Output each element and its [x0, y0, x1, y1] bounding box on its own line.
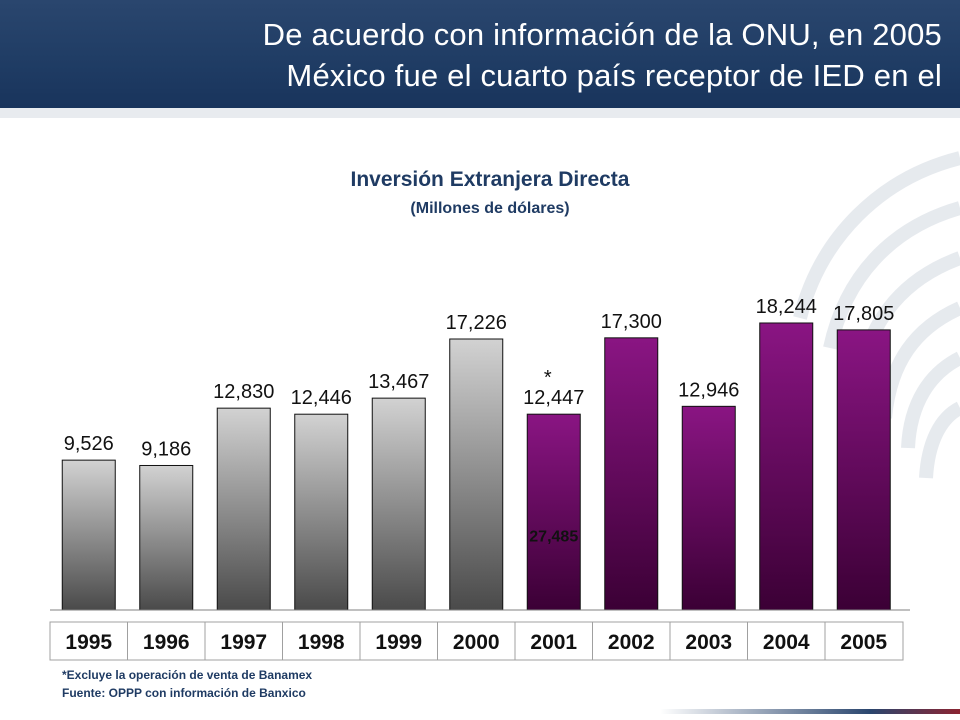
- bar-2000: [449, 338, 504, 611]
- slide-title-line-2: México fue el cuarto país receptor de IE…: [286, 58, 942, 93]
- x-tick-label-1996: 1996: [143, 631, 190, 654]
- data-label-1998: 12,446: [291, 387, 352, 409]
- x-tick-label-1999: 1999: [375, 631, 422, 654]
- chart-subtitle: (Millones de dólares): [410, 200, 570, 217]
- slide-title-line-1: De acuerdo con información de la ONU, en…: [262, 17, 942, 52]
- data-label-2001: 12,447: [523, 387, 584, 409]
- data-label-2002: 17,300: [601, 311, 662, 333]
- decorative-bottom-bar: [660, 709, 960, 714]
- data-label-2000: 17,226: [446, 312, 507, 334]
- asterisk-marker: *: [544, 367, 552, 389]
- data-label-1999: 13,467: [368, 371, 429, 393]
- title-band-edge: [0, 108, 960, 118]
- category-axis-box: [49, 621, 904, 661]
- data-label-2004: 18,244: [756, 296, 817, 318]
- data-label-2001-total: 27,485: [529, 529, 578, 546]
- slide-title: De acuerdo con información de la ONU, en…: [12, 14, 942, 96]
- bar-1997: [216, 407, 271, 611]
- x-tick-label-2000: 2000: [453, 631, 500, 654]
- bar-1996: [139, 464, 194, 611]
- x-tick-label-2001: 2001: [530, 631, 577, 654]
- chart-title: Inversión Extranjera Directa: [350, 168, 630, 191]
- bar-1998: [294, 413, 349, 611]
- footnote-exclusion: *Excluye la operación de venta de Baname…: [62, 668, 313, 682]
- bar-2002: [604, 337, 659, 611]
- data-label-2003: 12,946: [678, 379, 739, 401]
- bar-1999: [371, 397, 426, 611]
- x-tick-label-2005: 2005: [840, 631, 887, 654]
- bar-2001: [526, 413, 581, 611]
- x-tick-label-2003: 2003: [685, 631, 732, 654]
- data-label-2005: 17,805: [833, 303, 894, 325]
- bar-2003: [681, 405, 736, 611]
- x-tick-label-2004: 2004: [763, 631, 810, 654]
- bar-2004: [759, 322, 814, 611]
- footnote-source: Fuente: OPPP con información de Banxico: [62, 686, 306, 700]
- title-banner: De acuerdo con información de la ONU, en…: [0, 0, 960, 118]
- x-tick-label-1998: 1998: [298, 631, 345, 654]
- x-tick-label-1995: 1995: [65, 631, 112, 654]
- data-label-1995: 9,526: [64, 433, 114, 455]
- data-label-1996: 9,186: [141, 438, 191, 460]
- bar-1995: [61, 459, 116, 611]
- x-tick-label-1997: 1997: [220, 631, 267, 654]
- bar-2005: [836, 329, 891, 611]
- data-label-1997: 12,830: [213, 381, 274, 403]
- x-tick-label-2002: 2002: [608, 631, 655, 654]
